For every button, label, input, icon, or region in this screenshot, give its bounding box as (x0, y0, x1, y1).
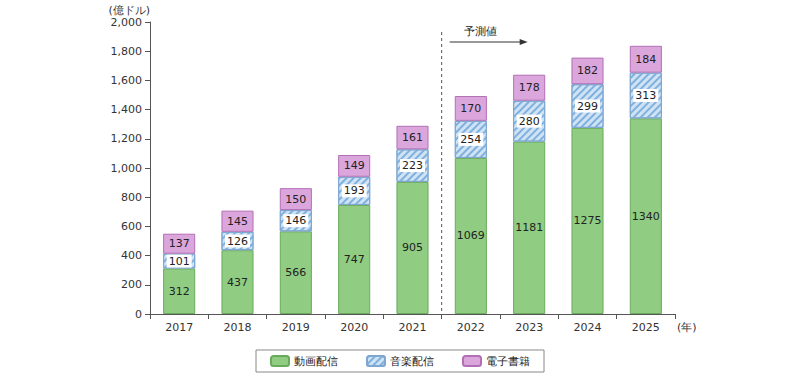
svg-text:2018: 2018 (224, 321, 252, 334)
svg-text:137: 137 (169, 237, 190, 250)
svg-text:184: 184 (635, 53, 656, 66)
svg-text:170: 170 (460, 102, 481, 115)
svg-text:電子書籍: 電子書籍 (486, 355, 530, 368)
svg-text:313: 313 (635, 89, 656, 102)
svg-text:1,200: 1,200 (111, 132, 143, 145)
svg-text:280: 280 (519, 115, 540, 128)
svg-text:(年): (年) (677, 321, 697, 334)
svg-text:2023: 2023 (515, 321, 543, 334)
svg-text:178: 178 (519, 81, 540, 94)
svg-text:312: 312 (169, 285, 190, 298)
svg-text:1,400: 1,400 (111, 103, 143, 116)
svg-text:182: 182 (577, 64, 598, 77)
svg-text:1275: 1275 (574, 214, 602, 227)
svg-text:161: 161 (402, 131, 423, 144)
svg-text:動画配信: 動画配信 (294, 355, 338, 368)
svg-text:254: 254 (460, 133, 481, 146)
svg-text:音楽配信: 音楽配信 (390, 355, 434, 368)
svg-text:400: 400 (121, 249, 142, 262)
svg-text:1340: 1340 (632, 210, 660, 223)
svg-text:145: 145 (227, 215, 248, 228)
svg-text:149: 149 (344, 159, 365, 172)
svg-text:2019: 2019 (282, 321, 310, 334)
svg-text:800: 800 (121, 191, 142, 204)
svg-text:905: 905 (402, 241, 423, 254)
svg-text:1,600: 1,600 (111, 74, 143, 87)
svg-text:2017: 2017 (165, 321, 193, 334)
svg-text:150: 150 (285, 193, 306, 206)
svg-text:193: 193 (344, 184, 365, 197)
svg-text:(億ドル): (億ドル) (108, 4, 150, 17)
svg-text:600: 600 (121, 220, 142, 233)
svg-text:2025: 2025 (632, 321, 660, 334)
svg-text:予測値: 予測値 (464, 25, 497, 38)
svg-text:747: 747 (344, 253, 365, 266)
svg-text:200: 200 (121, 278, 142, 291)
svg-text:2,000: 2,000 (111, 16, 143, 29)
svg-text:437: 437 (227, 276, 248, 289)
svg-text:1069: 1069 (457, 229, 485, 242)
svg-text:223: 223 (402, 159, 423, 172)
svg-text:101: 101 (169, 255, 190, 268)
svg-text:146: 146 (285, 214, 306, 227)
svg-text:2022: 2022 (457, 321, 485, 334)
svg-text:1,000: 1,000 (111, 162, 143, 175)
svg-text:2020: 2020 (340, 321, 368, 334)
svg-text:1,800: 1,800 (111, 45, 143, 58)
svg-text:1181: 1181 (515, 221, 543, 234)
svg-text:2024: 2024 (574, 321, 602, 334)
svg-text:0: 0 (135, 308, 142, 321)
svg-text:299: 299 (577, 100, 598, 113)
svg-text:2021: 2021 (399, 321, 427, 334)
svg-text:126: 126 (227, 235, 248, 248)
svg-text:566: 566 (285, 266, 306, 279)
